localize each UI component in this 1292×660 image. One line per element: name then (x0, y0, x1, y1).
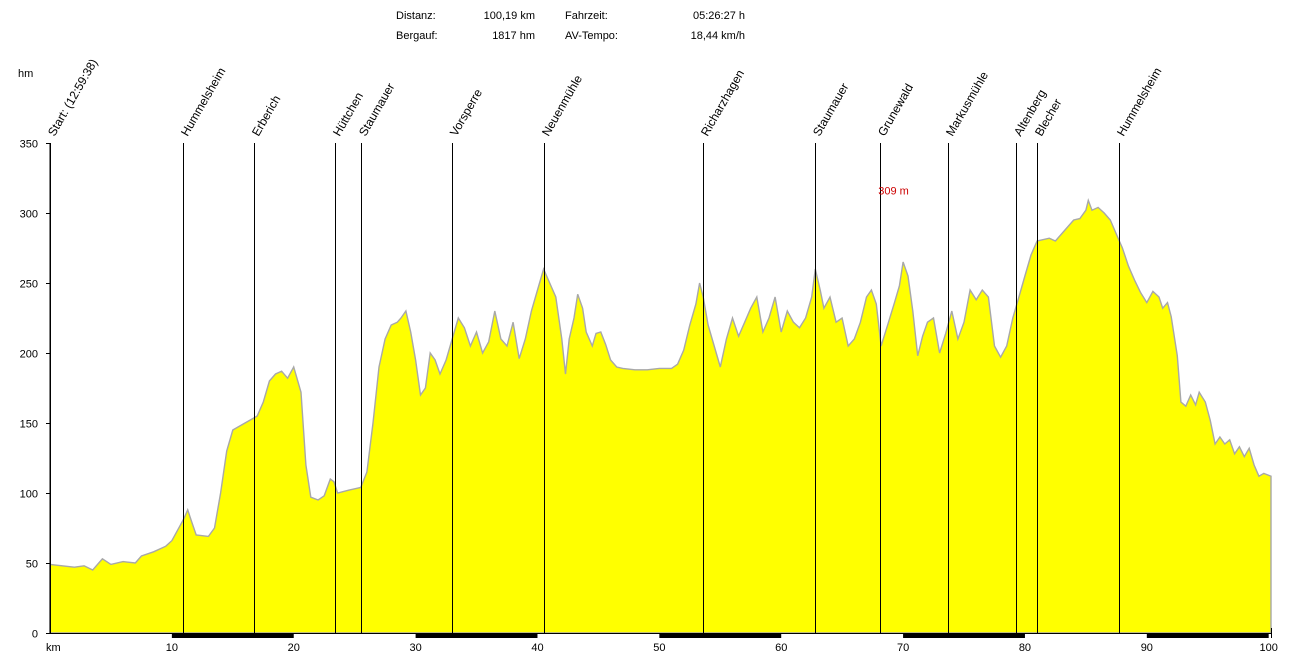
y-tick-label: 150 (20, 419, 38, 431)
waypoint-label: Hummelsheim (178, 65, 228, 138)
x-tick-label: 80 (1019, 642, 1031, 654)
waypoint-label: Markusmühle (943, 69, 991, 139)
waypoint-label: Hummelsheim (1114, 65, 1164, 138)
y-tick-label: 0 (32, 629, 38, 641)
climb-label: Bergauf: (396, 30, 438, 42)
x-tick-label: 70 (897, 642, 909, 654)
y-tick-label: 100 (20, 489, 38, 501)
waypoint-label: Grunewald (875, 81, 916, 138)
x-tick-label: 100 (1260, 642, 1278, 654)
stats-labels-right: Fahrzeit: AV-Tempo: (565, 6, 618, 46)
x-axis: 10 20 30 40 50 60 70 80 90 100 (49, 143, 1278, 654)
time-label: Fahrzeit: (565, 10, 608, 22)
x-tick-label: 50 (653, 642, 665, 654)
waypoint-label: Neuenmühle (539, 72, 585, 138)
x-tick-label: 30 (409, 642, 421, 654)
elevation-area (49, 198, 1272, 634)
climb-value: 1817 hm (492, 30, 535, 42)
time-value: 05:26:27 h (693, 10, 745, 22)
x-tick-label: 90 (1141, 642, 1153, 654)
peak-elevation-label: 309 m (878, 185, 909, 197)
waypoint-label: Vorsperre (447, 86, 485, 138)
waypoint-label: Staumauer (356, 81, 397, 139)
waypoint-label: Richarzhagen (698, 67, 747, 138)
y-axis-ticks: 0 50 100 150 200 250 300 350 (20, 139, 50, 641)
x-tick-label: 20 (288, 642, 300, 654)
speed-value: 18,44 km/h (690, 30, 745, 42)
x-axis-band (903, 634, 1025, 638)
x-axis-band (171, 634, 294, 638)
waypoint-label: Start: (12:59:38) (45, 56, 100, 138)
y-tick-label: 250 (20, 279, 38, 291)
x-axis-label: km (46, 642, 61, 654)
y-tick-label: 200 (20, 349, 38, 361)
stats-labels-left: Distanz: Bergauf: (396, 6, 438, 46)
stats-values-left: 100,19 km 1817 hm (455, 6, 535, 46)
distance-value: 100,19 km (483, 10, 535, 22)
y-tick-label: 350 (20, 139, 38, 151)
x-tick-label: 10 (166, 642, 178, 654)
stats-values-right: 05:26:27 h 18,44 km/h (655, 6, 745, 46)
speed-label: AV-Tempo: (565, 30, 618, 42)
distance-label: Distanz: (396, 10, 436, 22)
x-axis-band (1146, 634, 1269, 638)
x-axis-band (415, 634, 538, 638)
x-axis-band (659, 634, 782, 638)
waypoint-label: Staumauer (810, 81, 851, 139)
waypoint-label: Erberich (249, 93, 283, 139)
y-axis-label: hm (18, 68, 33, 80)
y-tick-label: 50 (26, 559, 38, 571)
x-tick-label: 60 (775, 642, 787, 654)
x-tick-label: 40 (531, 642, 543, 654)
y-tick-label: 300 (20, 209, 38, 221)
